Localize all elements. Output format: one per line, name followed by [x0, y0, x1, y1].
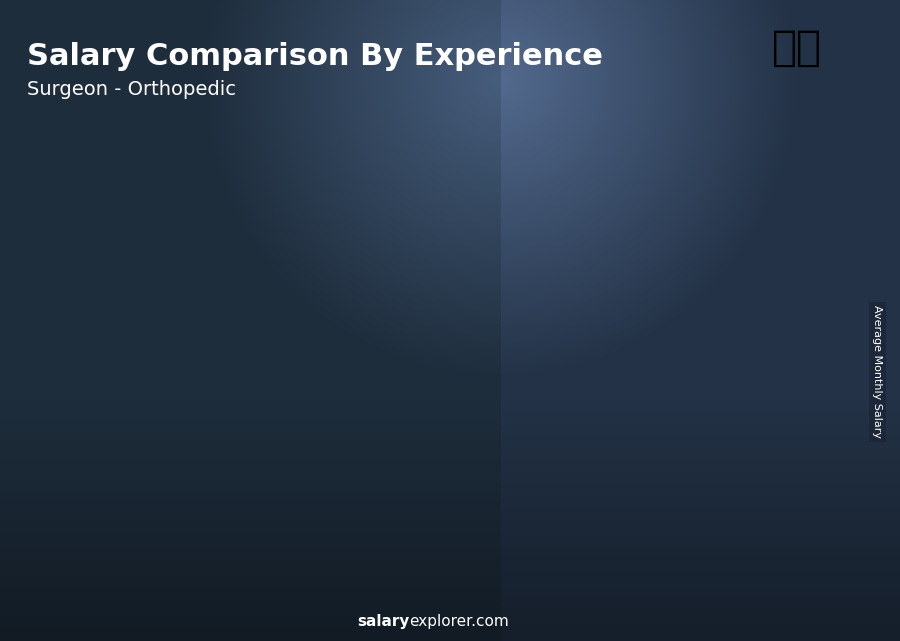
- Polygon shape: [401, 287, 411, 564]
- Polygon shape: [274, 353, 284, 564]
- Text: +31%: +31%: [271, 213, 329, 231]
- Text: +10%: +10%: [652, 108, 710, 126]
- Text: 38,700 MYR: 38,700 MYR: [560, 361, 639, 374]
- Polygon shape: [528, 223, 538, 564]
- Bar: [706, 172, 782, 564]
- Text: 29,600 MYR: 29,600 MYR: [306, 407, 385, 420]
- Text: +42%: +42%: [144, 280, 202, 298]
- Text: 🇲🇾: 🇲🇾: [771, 27, 822, 69]
- Polygon shape: [655, 201, 666, 564]
- Text: 22,500 MYR: 22,500 MYR: [179, 444, 258, 456]
- Bar: [198, 356, 274, 564]
- Polygon shape: [580, 201, 666, 207]
- Polygon shape: [326, 287, 411, 291]
- Text: Salary Comparison By Experience: Salary Comparison By Experience: [27, 42, 603, 71]
- Bar: [326, 291, 401, 564]
- Polygon shape: [782, 167, 793, 564]
- Text: 42,400 MYR: 42,400 MYR: [688, 342, 766, 355]
- Text: 36,400 MYR: 36,400 MYR: [433, 373, 512, 386]
- Text: Average Monthly Salary: Average Monthly Salary: [872, 305, 883, 438]
- Polygon shape: [71, 415, 158, 417]
- Bar: [453, 228, 528, 564]
- Text: explorer.com: explorer.com: [410, 615, 509, 629]
- Text: salary: salary: [357, 615, 410, 629]
- Bar: [580, 207, 655, 564]
- Polygon shape: [198, 353, 284, 356]
- Polygon shape: [706, 167, 793, 172]
- Polygon shape: [148, 415, 157, 564]
- Text: 15,900 MYR: 15,900 MYR: [52, 477, 131, 490]
- Text: Surgeon - Orthopedic: Surgeon - Orthopedic: [27, 80, 236, 99]
- Text: +23%: +23%: [398, 149, 456, 167]
- Text: +6%: +6%: [531, 135, 577, 153]
- Polygon shape: [453, 223, 538, 228]
- Bar: [71, 417, 148, 564]
